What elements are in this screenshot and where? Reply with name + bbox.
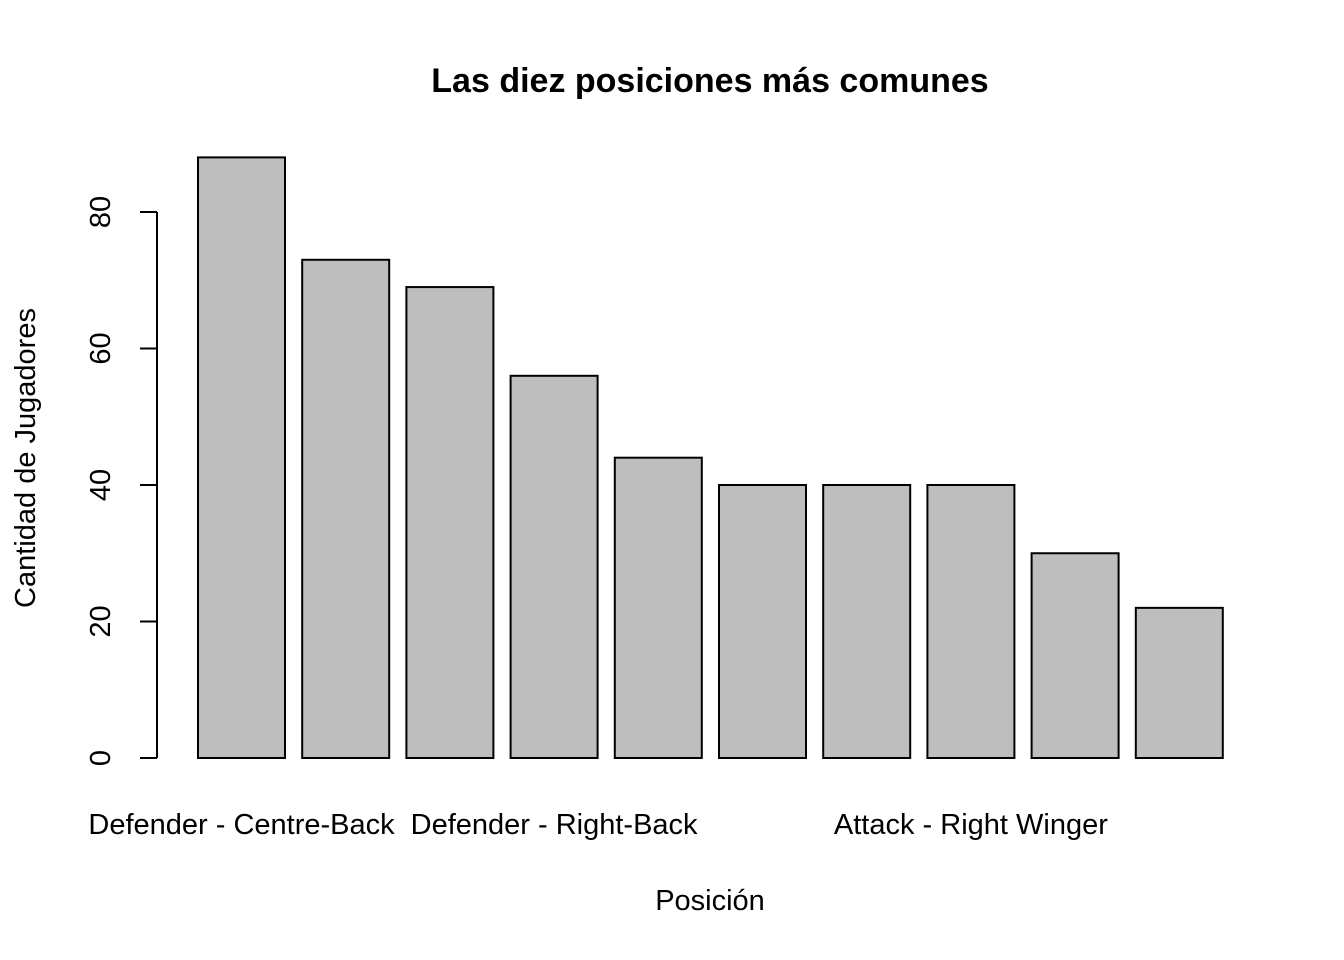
bar — [822, 484, 912, 759]
y-tick-label: 20 — [85, 605, 117, 637]
x-tick-label: Attack - Right Winger — [834, 809, 1108, 841]
bar — [718, 484, 807, 759]
bar — [405, 286, 495, 759]
bar — [1030, 552, 1120, 759]
bar — [509, 374, 599, 759]
bar — [1134, 606, 1224, 759]
y-axis-title: Cantidad de Jugadores — [10, 308, 42, 608]
y-tick-label: 60 — [85, 332, 117, 364]
y-tick-label: 0 — [85, 750, 117, 766]
x-tick-label: Defender - Right-Back — [411, 809, 698, 841]
x-tick-label: Defender - Centre-Back — [88, 809, 395, 841]
x-tick-labels: Defender - Centre-Back Defender - Right-B… — [88, 809, 1108, 841]
chart-title: Las diez posiciones más comunes — [431, 62, 988, 100]
bars — [197, 156, 1224, 759]
x-axis-title: Posición — [655, 885, 765, 917]
bar — [197, 156, 286, 759]
bar — [301, 258, 391, 759]
bar — [926, 484, 1016, 759]
y-tick-label: 80 — [85, 196, 117, 228]
y-axis: 0 20 40 60 80 — [85, 196, 158, 766]
bar — [613, 456, 703, 759]
y-tick-label: 40 — [85, 469, 117, 501]
